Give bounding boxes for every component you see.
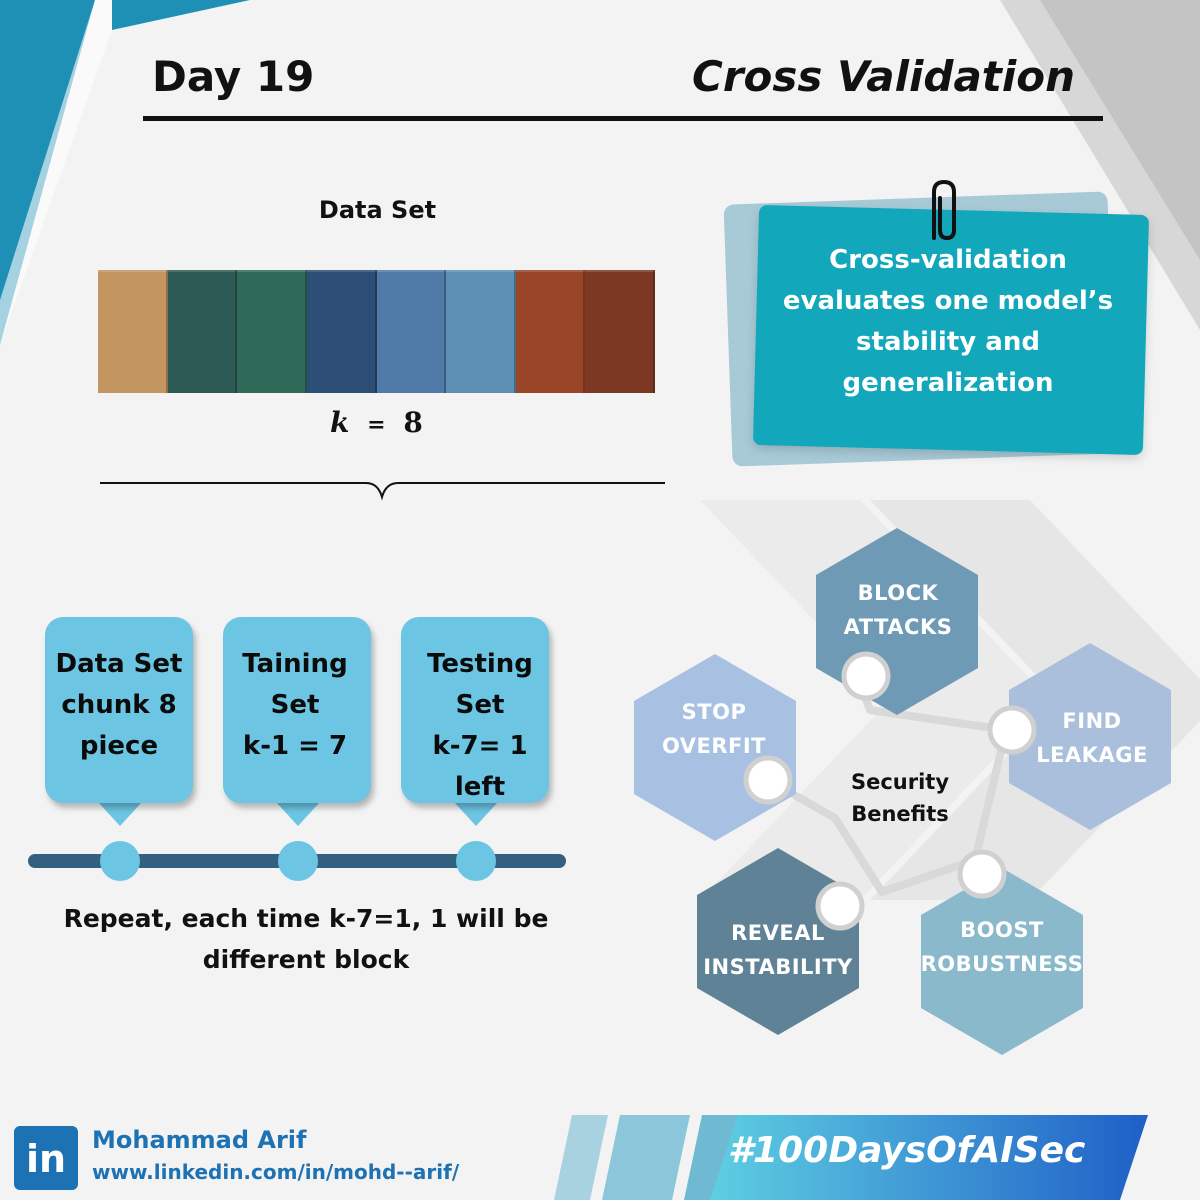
timeline-dot <box>278 841 318 881</box>
k-equals: = <box>367 412 386 438</box>
hex-line: ATTACKS <box>843 615 953 639</box>
hex-line: OVERFIT <box>661 734 767 758</box>
callout-training-text: Taining Set k-1 = 7 <box>215 644 375 767</box>
hex-line: STOP <box>681 700 747 724</box>
callout-line: Data Set <box>55 649 183 679</box>
definition-line: Cross-validation <box>829 245 1067 275</box>
timeline-dot <box>456 841 496 881</box>
hex-block-attacks-label: BLOCK ATTACKS <box>818 576 978 644</box>
callout-line: Testing <box>427 649 533 679</box>
definition-line: evaluates one model’s <box>782 286 1114 316</box>
data-block-1 <box>98 270 168 393</box>
repeat-text: Repeat, each time k-7=1, 1 will be diffe… <box>50 898 562 980</box>
hex-reveal-instability-label: REVEAL INSTABILITY <box>696 916 860 984</box>
data-block-8 <box>585 270 655 393</box>
timeline-dot <box>100 841 140 881</box>
k-symbol: k <box>330 406 350 439</box>
hex-boost-robustness-label: BOOST ROBUSTNESS <box>916 913 1088 981</box>
hashtag-banner <box>710 1115 1148 1200</box>
hex-line: LEAKAGE <box>1036 743 1148 767</box>
hashtag: #100DaysOfAISec <box>728 1130 1086 1171</box>
header-rule <box>143 116 1103 121</box>
repeat-line: Repeat, each time k-7=1, 1 will be <box>63 904 549 933</box>
hex-line: INSTABILITY <box>703 955 853 979</box>
footer-stripe <box>554 1115 608 1200</box>
hex-find-leakage <box>1009 643 1171 830</box>
center-line: Security <box>850 770 950 794</box>
data-block-5 <box>376 270 447 393</box>
repeat-line: different block <box>202 945 410 974</box>
data-block-4 <box>306 270 377 393</box>
dataset-blocks <box>98 270 655 393</box>
callout-line: Taining <box>242 649 348 679</box>
profile-link[interactable]: www.linkedin.com/in/mohd--arif/ <box>92 1160 460 1184</box>
hex-line: FIND <box>1062 709 1122 733</box>
definition-text: Cross-validation evaluates one model’s s… <box>770 240 1126 404</box>
k-value: 8 <box>403 406 423 439</box>
callout-training <box>223 617 371 803</box>
callout-dataset-text: Data Set chunk 8 piece <box>39 644 199 767</box>
data-block-7 <box>515 270 586 393</box>
dataset-label: Data Set <box>318 196 437 224</box>
data-block-3 <box>237 270 307 393</box>
hex-boost-robustness <box>921 868 1083 1055</box>
center-line: Benefits <box>851 802 949 826</box>
security-benefits-diagram <box>634 528 1171 1055</box>
day-title: Day 19 <box>152 52 315 101</box>
callout-line: Set <box>455 690 505 720</box>
security-benefits-label: Security Benefits <box>820 766 980 830</box>
callout-line: k-7= 1 <box>432 731 528 761</box>
paperclip-icon <box>932 179 956 241</box>
brace <box>100 482 665 501</box>
data-block-6 <box>446 270 516 393</box>
callout-line: left <box>454 772 506 802</box>
author-name: Mohammad Arif <box>92 1126 307 1154</box>
callout-testing <box>401 617 549 803</box>
callout-line: k-1 = 7 <box>242 731 348 761</box>
callout-line: Set <box>270 690 320 720</box>
hex-line: BOOST <box>960 918 1044 942</box>
footer-stripe <box>602 1115 690 1200</box>
callout-line: piece <box>79 731 159 761</box>
callout-dataset <box>45 617 193 803</box>
data-block-2 <box>167 270 238 393</box>
k-equation: k = 8 <box>330 406 423 439</box>
connector-nodes <box>743 651 1037 931</box>
linkedin-icon[interactable]: in <box>14 1126 78 1190</box>
topic-title: Cross Validation <box>692 52 1076 101</box>
callout-pointers <box>98 802 498 826</box>
definition-line: generalization <box>842 368 1054 398</box>
hex-line: REVEAL <box>731 921 825 945</box>
hex-line: ROBUSTNESS <box>920 952 1084 976</box>
callout-testing-text: Testing Set k-7= 1 left <box>400 644 560 808</box>
definition-line: stability and <box>856 327 1040 357</box>
callout-line: chunk 8 <box>61 690 177 720</box>
hex-find-leakage-label: FIND LEAKAGE <box>1012 704 1172 772</box>
hex-line: BLOCK <box>857 581 939 605</box>
hex-stop-overfit-label: STOP OVERFIT <box>634 695 794 763</box>
